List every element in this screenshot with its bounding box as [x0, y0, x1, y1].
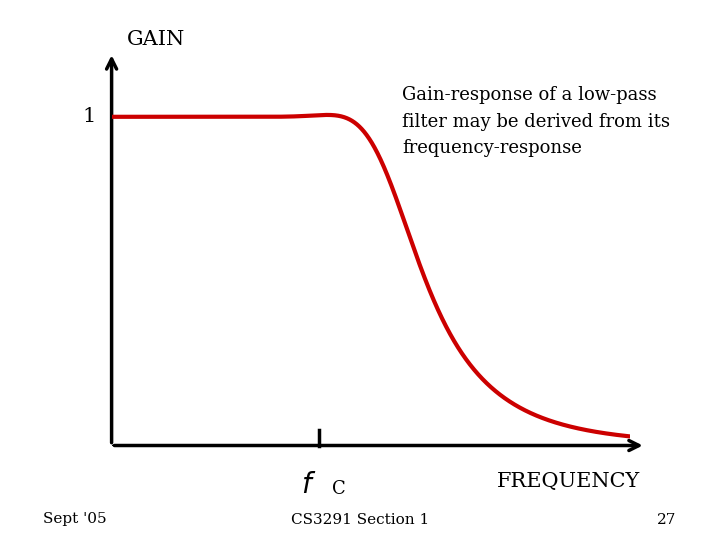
Text: $\it{f}$: $\it{f}$	[301, 472, 316, 499]
Text: C: C	[332, 480, 346, 497]
Text: Sept '05: Sept '05	[43, 512, 107, 526]
Text: CS3291 Section 1: CS3291 Section 1	[291, 512, 429, 526]
Text: 27: 27	[657, 512, 677, 526]
Text: 1: 1	[83, 107, 96, 126]
Text: GAIN: GAIN	[127, 30, 186, 49]
Text: Gain-response of a low-pass
filter may be derived from its
frequency-response: Gain-response of a low-pass filter may b…	[402, 86, 670, 157]
Text: FREQUENCY: FREQUENCY	[497, 472, 640, 491]
